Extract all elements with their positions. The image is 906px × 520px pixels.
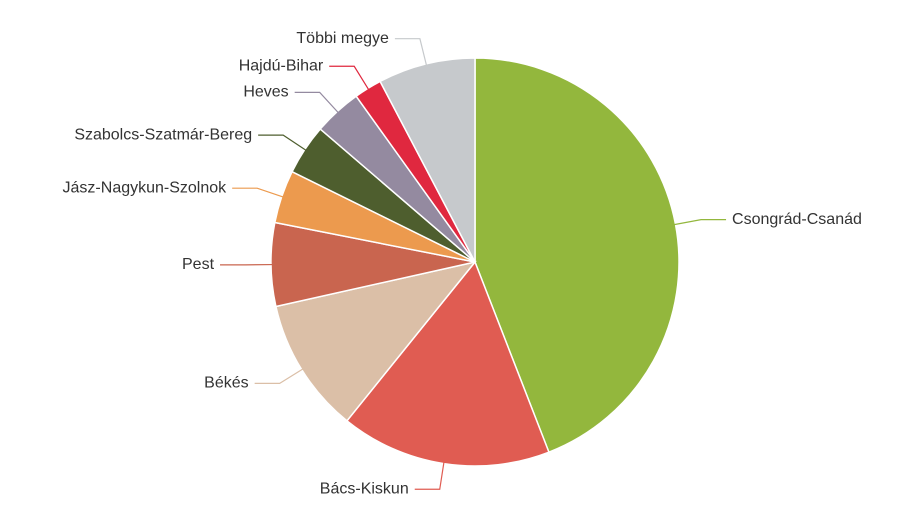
leader-line [258, 134, 307, 152]
leader-line [294, 91, 340, 114]
slice-label: Szabolcs-Szatmár-Bereg [74, 126, 252, 143]
leader-line [254, 368, 304, 385]
slice-label: Békés [204, 375, 248, 392]
slice-label: Csongrád-Csanád [732, 211, 862, 228]
leader-line [232, 187, 284, 198]
leader-line [673, 219, 727, 226]
slice-label: Bács-Kiskun [320, 480, 409, 497]
slice-label: Heves [243, 84, 288, 101]
slice-label: Jász-Nagykun-Szolnok [63, 179, 228, 196]
slice-label: Hajdú-Bihar [239, 57, 324, 74]
slice-label: Pest [182, 256, 215, 273]
leader-line [329, 65, 370, 91]
slice-label: Többi megye [296, 30, 389, 47]
leader-line [414, 461, 445, 490]
leader-line [394, 38, 428, 67]
